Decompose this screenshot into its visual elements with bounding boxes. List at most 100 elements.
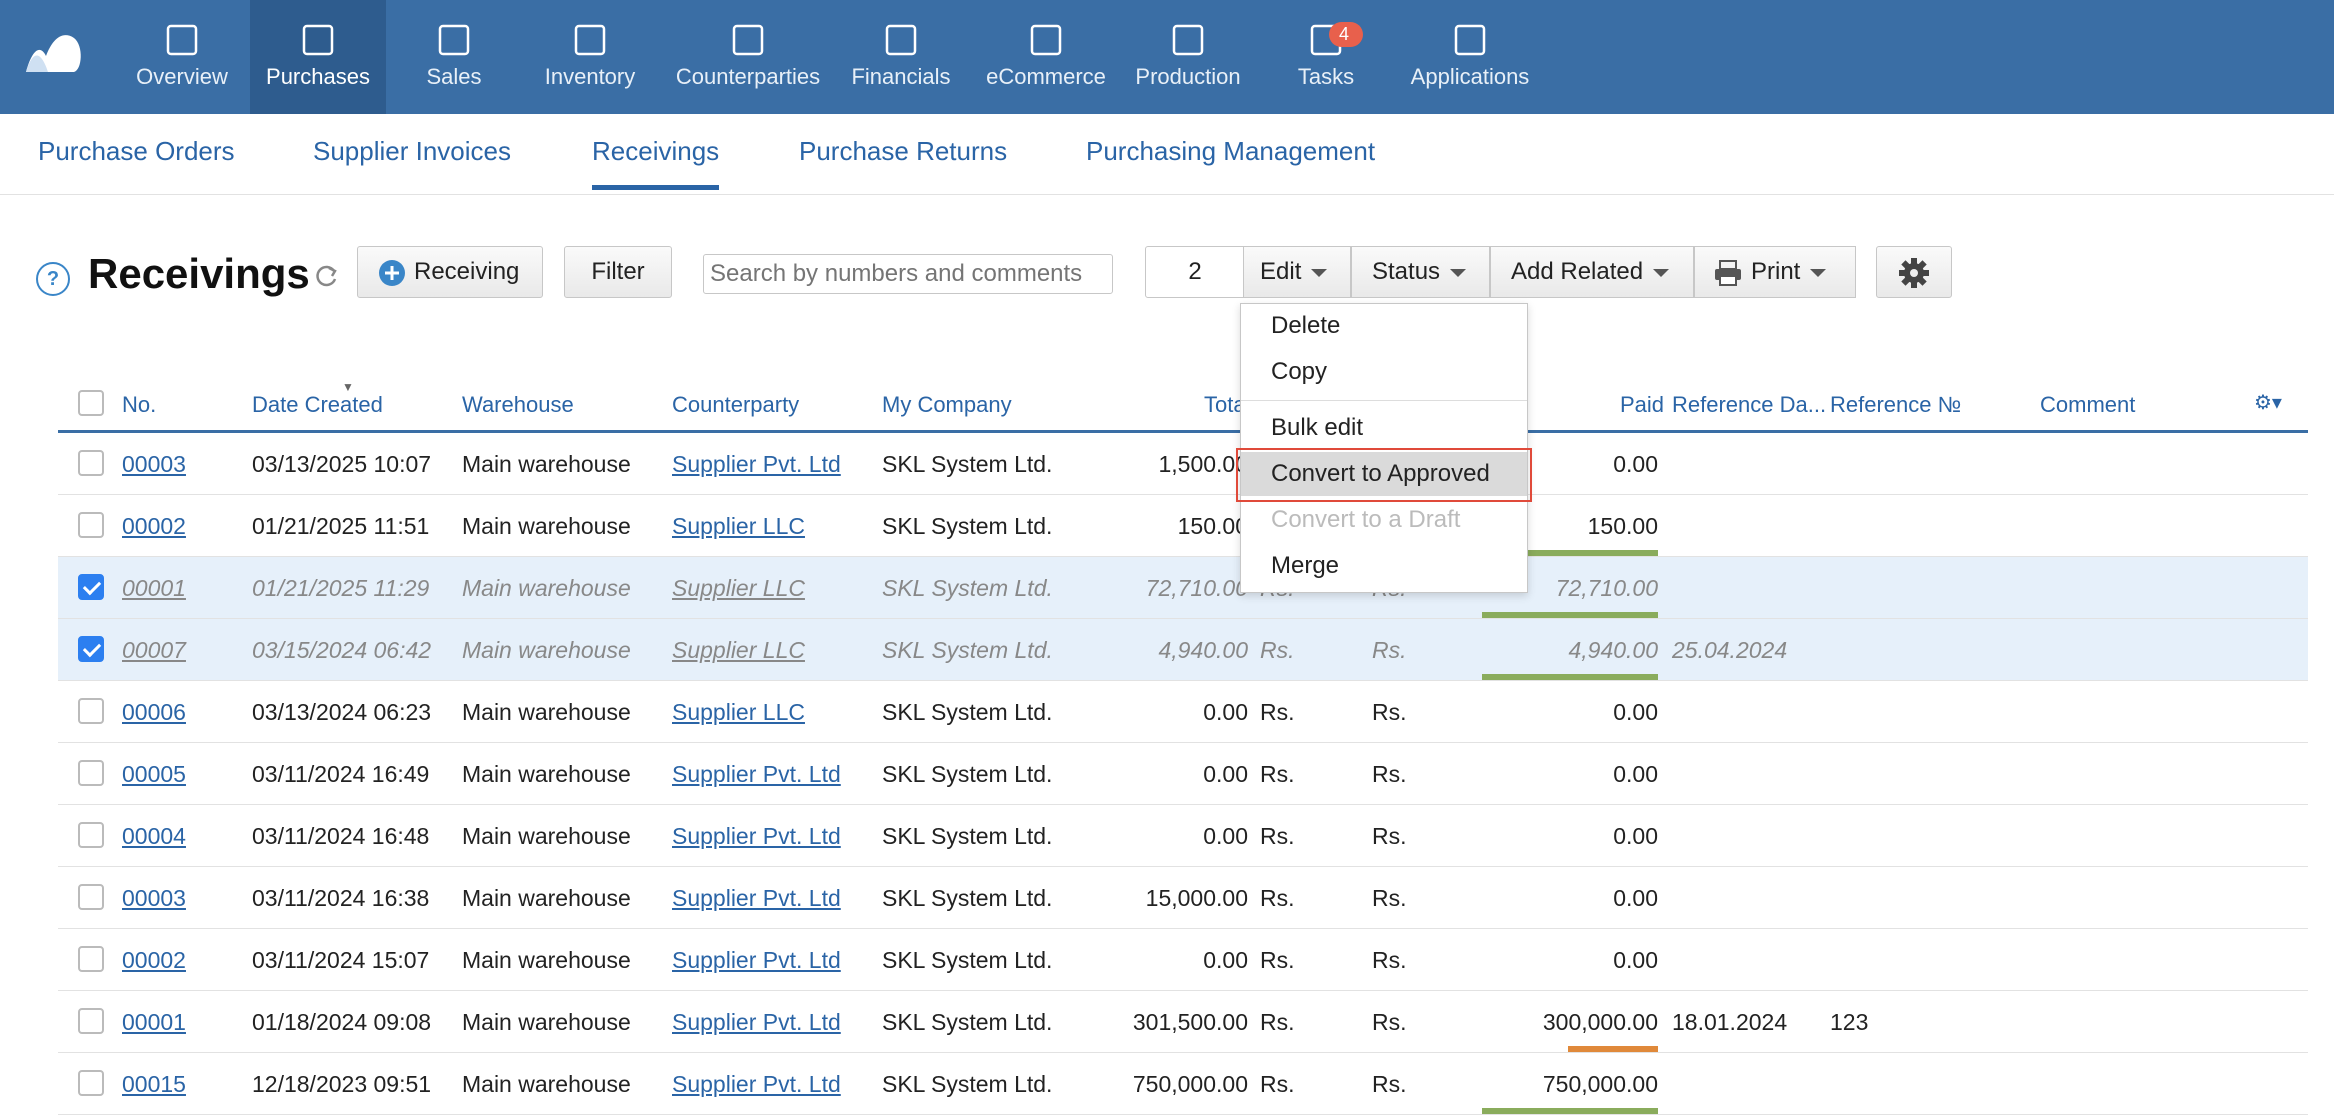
wallet-icon xyxy=(885,24,917,56)
col-counterparty[interactable]: Counterparty xyxy=(672,392,800,417)
col-paid[interactable]: Paid xyxy=(1620,392,1665,417)
tab-purchasing-management[interactable]: Purchasing Management xyxy=(1086,136,1376,166)
settings-button[interactable] xyxy=(1876,246,1952,298)
app-logo[interactable] xyxy=(22,30,86,76)
nav-item-purchases[interactable]: Purchases xyxy=(250,0,386,114)
row-number-link[interactable]: 00002 xyxy=(122,947,186,973)
table-row[interactable]: 00015 12/18/2023 09:51 Main warehouse Suppl… xyxy=(58,1053,2308,1115)
nav-label: Sales xyxy=(426,64,482,89)
nav-item-ecommerce[interactable]: eCommerce xyxy=(984,0,1108,114)
menu-item-bulk-edit[interactable]: Bulk edit xyxy=(1271,414,1364,441)
row-checkbox[interactable] xyxy=(78,450,104,476)
add-receiving-button[interactable]: Receiving xyxy=(357,246,543,298)
nav-item-applications[interactable]: Applications xyxy=(1407,0,1533,114)
row-total: 301,500.00 xyxy=(1132,1009,1248,1035)
row-paid: 750,000.00 xyxy=(1542,1071,1658,1097)
tab-purchase-returns[interactable]: Purchase Returns xyxy=(799,136,1008,166)
col-reference-date[interactable]: Reference Da... xyxy=(1672,392,1827,417)
row-checkbox[interactable] xyxy=(78,946,104,972)
row-currency: Rs. xyxy=(1260,823,1295,849)
row-checkbox[interactable] xyxy=(78,822,104,848)
col-no[interactable]: No. xyxy=(122,392,157,417)
tab-receivings[interactable]: Receivings xyxy=(592,136,720,190)
tab-supplier-invoices[interactable]: Supplier Invoices xyxy=(313,136,511,166)
row-counterparty-link[interactable]: Supplier LLC xyxy=(672,699,805,725)
row-number-link[interactable]: 00004 xyxy=(122,823,186,849)
row-checkbox[interactable] xyxy=(78,636,104,662)
row-date: 03/11/2024 16:38 xyxy=(252,885,430,911)
row-checkbox[interactable] xyxy=(78,698,104,724)
row-counterparty-link[interactable]: Supplier Pvt. Ltd xyxy=(672,885,841,911)
table-row[interactable]: 00002 01/21/2025 11:51 Main warehouse Suppl… xyxy=(58,495,2308,557)
table-row[interactable]: 00002 03/11/2024 15:07 Main warehouse Suppl… xyxy=(58,929,2308,991)
row-counterparty-link[interactable]: Supplier Pvt. Ltd xyxy=(672,947,841,973)
row-number-link[interactable]: 00001 xyxy=(122,575,186,601)
row-counterparty-link[interactable]: Supplier Pvt. Ltd xyxy=(672,451,841,477)
toolbar: ? Receivings Receiving Filter 2 Edit Sta… xyxy=(0,240,2334,310)
row-number-link[interactable]: 00002 xyxy=(122,513,186,539)
row-counterparty-link[interactable]: Supplier Pvt. Ltd xyxy=(672,761,841,787)
row-number-link[interactable]: 00007 xyxy=(122,637,186,663)
row-number-link[interactable]: 00003 xyxy=(122,451,186,477)
row-counterparty-link[interactable]: Supplier LLC xyxy=(672,637,805,663)
row-counterparty-link[interactable]: Supplier Pvt. Ltd xyxy=(672,1009,841,1035)
column-settings-icon[interactable]: ⚙▾ xyxy=(2254,392,2282,414)
row-number-link[interactable]: 00001 xyxy=(122,1009,186,1035)
help-icon[interactable]: ? xyxy=(36,262,70,296)
row-checkbox[interactable] xyxy=(78,512,104,538)
nav-item-production[interactable]: Production xyxy=(1133,0,1243,114)
nav-item-sales[interactable]: Sales xyxy=(403,0,505,114)
nav-item-overview[interactable]: Overview xyxy=(136,0,228,114)
filter-button[interactable]: Filter xyxy=(564,246,672,298)
add-related-button[interactable]: Add Related xyxy=(1490,246,1694,298)
edit-button[interactable]: Edit xyxy=(1243,246,1351,298)
nav-item-tasks[interactable]: Tasks 4 xyxy=(1279,0,1373,114)
row-number-link[interactable]: 00003 xyxy=(122,885,186,911)
col-total[interactable]: Tota xyxy=(1204,392,1246,417)
row-counterparty-link[interactable]: Supplier Pvt. Ltd xyxy=(672,823,841,849)
row-checkbox[interactable] xyxy=(78,574,104,600)
row-checkbox[interactable] xyxy=(78,760,104,786)
table-row[interactable]: 00001 01/21/2025 11:29 Main warehouse Suppl… xyxy=(58,557,2308,619)
row-counterparty-link[interactable]: Supplier Pvt. Ltd xyxy=(672,1071,841,1097)
row-counterparty-link[interactable]: Supplier LLC xyxy=(672,575,805,601)
cart-icon xyxy=(574,24,606,56)
table-row[interactable]: 00007 03/15/2024 06:42 Main warehouse Suppl… xyxy=(58,619,2308,681)
refresh-icon[interactable] xyxy=(312,262,340,290)
table-row[interactable]: 00004 03/11/2024 16:48 Main warehouse Suppl… xyxy=(58,805,2308,867)
col-comment[interactable]: Comment xyxy=(2040,392,2136,417)
print-button[interactable]: Print xyxy=(1694,246,1856,298)
row-checkbox[interactable] xyxy=(78,1070,104,1096)
row-number-link[interactable]: 00015 xyxy=(122,1071,186,1097)
nav-item-inventory[interactable]: Inventory xyxy=(541,0,639,114)
paid-progress-bar xyxy=(1482,1108,1658,1114)
row-total: 4,940.00 xyxy=(1158,637,1248,663)
col-my-company[interactable]: My Company xyxy=(882,392,1012,417)
col-date-created[interactable]: Date Created xyxy=(252,392,383,417)
tab-purchase-orders[interactable]: Purchase Orders xyxy=(38,136,235,166)
menu-item-delete[interactable]: Delete xyxy=(1271,312,1341,339)
status-button[interactable]: Status xyxy=(1351,246,1490,298)
row-checkbox[interactable] xyxy=(78,1008,104,1034)
row-company: SKL System Ltd. xyxy=(882,513,1053,539)
row-warehouse: Main warehouse xyxy=(462,513,631,539)
row-company: SKL System Ltd. xyxy=(882,575,1053,601)
table-row[interactable]: 00003 03/13/2025 10:07 Main warehouse Suppl… xyxy=(58,433,2308,495)
nav-item-counterparties[interactable]: Counterparties xyxy=(673,0,823,114)
row-counterparty-link[interactable]: Supplier LLC xyxy=(672,513,805,539)
row-number-link[interactable]: 00005 xyxy=(122,761,186,787)
table-row[interactable]: 00006 03/13/2024 06:23 Main warehouse Suppl… xyxy=(58,681,2308,743)
table-row[interactable]: 00003 03/11/2024 16:38 Main warehouse Suppl… xyxy=(58,867,2308,929)
search-input[interactable] xyxy=(703,254,1113,294)
menu-item-copy[interactable]: Copy xyxy=(1271,358,1328,385)
nav-item-financials[interactable]: Financials xyxy=(849,0,953,114)
col-reference-no[interactable]: Reference № xyxy=(1830,392,1962,417)
select-all-checkbox[interactable] xyxy=(78,390,104,416)
table-row[interactable]: 00005 03/11/2024 16:49 Main warehouse Suppl… xyxy=(58,743,2308,805)
row-number-link[interactable]: 00006 xyxy=(122,699,186,725)
menu-item-convert-to-approved[interactable]: Convert to Approved xyxy=(1271,460,1490,487)
table-row[interactable]: 00001 01/18/2024 09:08 Main warehouse Suppl… xyxy=(58,991,2308,1053)
menu-item-merge[interactable]: Merge xyxy=(1271,552,1340,579)
col-warehouse[interactable]: Warehouse xyxy=(462,392,574,417)
row-checkbox[interactable] xyxy=(78,884,104,910)
